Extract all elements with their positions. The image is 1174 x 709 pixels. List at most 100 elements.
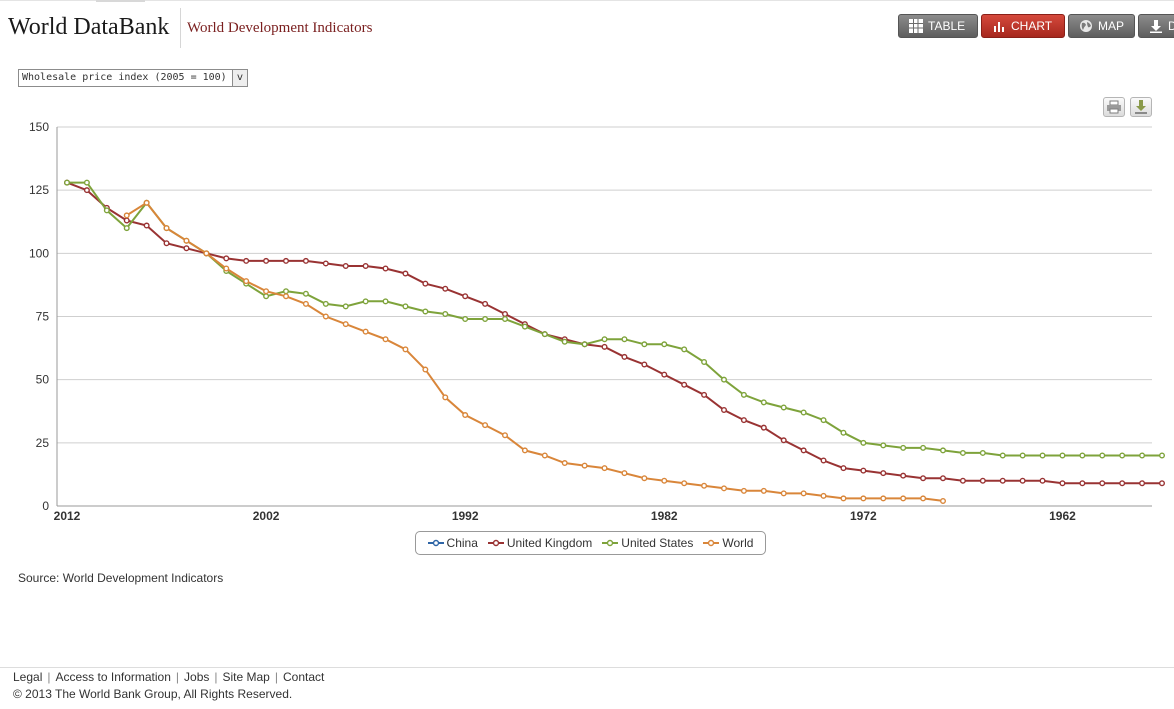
data-point[interactable] bbox=[1099, 480, 1106, 487]
data-point[interactable] bbox=[601, 343, 608, 350]
data-point[interactable] bbox=[462, 316, 469, 323]
data-point[interactable] bbox=[123, 225, 130, 232]
data-point[interactable] bbox=[123, 217, 130, 224]
data-point[interactable] bbox=[880, 495, 887, 502]
legend-item-world[interactable]: World bbox=[703, 536, 753, 550]
data-point[interactable] bbox=[302, 257, 309, 264]
legend-item-china[interactable]: China bbox=[427, 536, 478, 550]
data-point[interactable] bbox=[621, 353, 628, 360]
data-point[interactable] bbox=[840, 465, 847, 472]
data-point[interactable] bbox=[820, 492, 827, 499]
data-point[interactable] bbox=[999, 477, 1006, 484]
data-point[interactable] bbox=[203, 250, 210, 257]
data-point[interactable] bbox=[1099, 452, 1106, 459]
data-point[interactable] bbox=[641, 341, 648, 348]
data-point[interactable] bbox=[283, 257, 290, 264]
data-point[interactable] bbox=[123, 212, 130, 219]
data-point[interactable] bbox=[880, 442, 887, 449]
data-point[interactable] bbox=[940, 447, 947, 454]
data-point[interactable] bbox=[422, 366, 429, 373]
data-point[interactable] bbox=[621, 336, 628, 343]
data-point[interactable] bbox=[920, 444, 927, 451]
data-point[interactable] bbox=[521, 447, 528, 454]
data-point[interactable] bbox=[661, 371, 668, 378]
data-point[interactable] bbox=[959, 449, 966, 456]
data-point[interactable] bbox=[721, 485, 728, 492]
data-point[interactable] bbox=[1019, 452, 1026, 459]
data-point[interactable] bbox=[780, 437, 787, 444]
download-view-button[interactable]: D bbox=[1138, 14, 1174, 38]
data-point[interactable] bbox=[721, 406, 728, 413]
footer-link-jobs[interactable]: Jobs bbox=[184, 670, 210, 684]
data-point[interactable] bbox=[502, 310, 509, 317]
data-point[interactable] bbox=[840, 495, 847, 502]
data-point[interactable] bbox=[1139, 452, 1146, 459]
data-point[interactable] bbox=[661, 477, 668, 484]
data-point[interactable] bbox=[959, 477, 966, 484]
data-point[interactable] bbox=[183, 237, 190, 244]
data-point[interactable] bbox=[243, 257, 250, 264]
data-point[interactable] bbox=[83, 179, 90, 186]
data-point[interactable] bbox=[940, 475, 947, 482]
data-point[interactable] bbox=[979, 477, 986, 484]
data-point[interactable] bbox=[641, 361, 648, 368]
data-point[interactable] bbox=[521, 323, 528, 330]
data-point[interactable] bbox=[283, 293, 290, 300]
data-point[interactable] bbox=[561, 338, 568, 345]
data-point[interactable] bbox=[502, 432, 509, 439]
chart-view-button[interactable]: CHART bbox=[981, 14, 1065, 38]
data-point[interactable] bbox=[701, 391, 708, 398]
data-point[interactable] bbox=[482, 316, 489, 323]
data-point[interactable] bbox=[641, 475, 648, 482]
data-point[interactable] bbox=[920, 495, 927, 502]
data-point[interactable] bbox=[382, 336, 389, 343]
data-point[interactable] bbox=[561, 460, 568, 467]
data-point[interactable] bbox=[322, 300, 329, 307]
data-point[interactable] bbox=[1139, 480, 1146, 487]
data-point[interactable] bbox=[681, 480, 688, 487]
data-point[interactable] bbox=[760, 399, 767, 406]
data-point[interactable] bbox=[263, 288, 270, 295]
data-point[interactable] bbox=[780, 490, 787, 497]
data-point[interactable] bbox=[502, 316, 509, 323]
data-point[interactable] bbox=[462, 293, 469, 300]
data-point[interactable] bbox=[263, 293, 270, 300]
data-point[interactable] bbox=[681, 346, 688, 353]
data-point[interactable] bbox=[780, 404, 787, 411]
database-title[interactable]: World Development Indicators bbox=[187, 20, 373, 36]
legend-item-united-kingdom[interactable]: United Kingdom bbox=[487, 536, 592, 550]
data-point[interactable] bbox=[422, 280, 429, 287]
data-point[interactable] bbox=[760, 424, 767, 431]
data-point[interactable] bbox=[362, 262, 369, 269]
data-point[interactable] bbox=[1039, 452, 1046, 459]
data-point[interactable] bbox=[462, 412, 469, 419]
data-point[interactable] bbox=[1079, 452, 1086, 459]
data-point[interactable] bbox=[442, 310, 449, 317]
data-point[interactable] bbox=[482, 422, 489, 429]
data-point[interactable] bbox=[402, 346, 409, 353]
footer-link-legal[interactable]: Legal bbox=[13, 670, 43, 684]
data-point[interactable] bbox=[820, 417, 827, 424]
data-point[interactable] bbox=[979, 449, 986, 456]
data-point[interactable] bbox=[1119, 480, 1126, 487]
print-button[interactable] bbox=[1103, 97, 1125, 117]
data-point[interactable] bbox=[422, 308, 429, 315]
data-point[interactable] bbox=[382, 265, 389, 272]
data-point[interactable] bbox=[143, 199, 150, 206]
data-point[interactable] bbox=[1019, 477, 1026, 484]
data-point[interactable] bbox=[283, 288, 290, 295]
data-point[interactable] bbox=[621, 470, 628, 477]
indicator-select[interactable]: Wholesale price index (2005 = 100) v bbox=[18, 69, 248, 87]
data-point[interactable] bbox=[223, 265, 230, 272]
map-view-button[interactable]: MAP bbox=[1068, 14, 1135, 38]
data-point[interactable] bbox=[442, 285, 449, 292]
footer-link-contact[interactable]: Contact bbox=[282, 670, 325, 684]
data-point[interactable] bbox=[1158, 480, 1165, 487]
data-point[interactable] bbox=[243, 278, 250, 285]
data-point[interactable] bbox=[760, 487, 767, 494]
data-point[interactable] bbox=[940, 497, 947, 504]
data-point[interactable] bbox=[920, 475, 927, 482]
data-point[interactable] bbox=[402, 270, 409, 277]
data-point[interactable] bbox=[402, 303, 409, 310]
data-point[interactable] bbox=[721, 376, 728, 383]
